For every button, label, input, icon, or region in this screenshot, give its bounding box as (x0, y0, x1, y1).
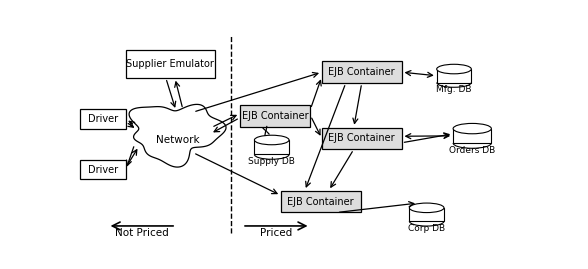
FancyBboxPatch shape (81, 109, 126, 129)
FancyBboxPatch shape (322, 61, 402, 83)
FancyBboxPatch shape (126, 50, 215, 78)
Text: Orders DB: Orders DB (449, 146, 495, 155)
Bar (453, 129, 492, 143)
Text: Corp DB: Corp DB (408, 224, 445, 233)
Text: Supplier Emulator: Supplier Emulator (126, 59, 214, 69)
Ellipse shape (409, 203, 444, 213)
Bar (255, 140, 289, 154)
Text: Driver: Driver (88, 165, 118, 175)
FancyBboxPatch shape (322, 128, 402, 149)
Bar (437, 69, 472, 83)
Text: Supply DB: Supply DB (248, 157, 295, 166)
Text: Priced: Priced (260, 228, 292, 238)
Ellipse shape (437, 64, 472, 74)
Text: Network: Network (156, 135, 200, 145)
FancyBboxPatch shape (240, 105, 310, 126)
Polygon shape (129, 104, 226, 167)
Bar (409, 208, 444, 221)
Text: EJB Container: EJB Container (242, 111, 309, 121)
Text: Driver: Driver (88, 114, 118, 124)
Text: Not Priced: Not Priced (115, 228, 169, 238)
Text: EJB Container: EJB Container (329, 67, 395, 77)
Text: EJB Container: EJB Container (329, 133, 395, 143)
Text: EJB Container: EJB Container (288, 197, 354, 207)
FancyBboxPatch shape (281, 191, 360, 213)
FancyBboxPatch shape (81, 160, 126, 179)
Ellipse shape (453, 123, 492, 134)
Text: Mfg. DB: Mfg. DB (436, 85, 472, 94)
Ellipse shape (255, 135, 289, 145)
